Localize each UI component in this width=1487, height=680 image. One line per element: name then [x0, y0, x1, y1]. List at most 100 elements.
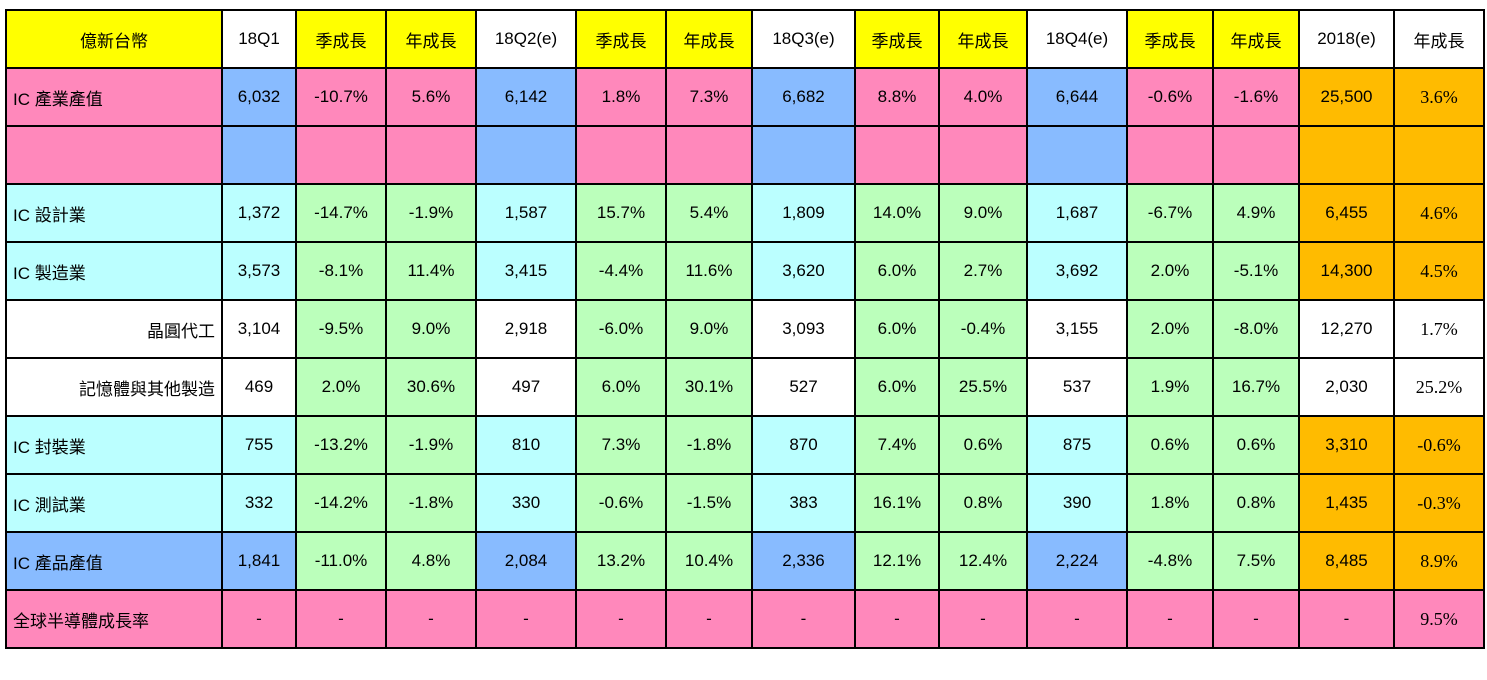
table-cell: 3,415 [475, 241, 577, 301]
table-cell: - [385, 589, 477, 649]
table-cell [1026, 125, 1128, 185]
table-cell: 2.0% [295, 357, 387, 417]
row-label: IC 製造業 [5, 241, 223, 301]
table-cell: 8.9% [1393, 531, 1485, 591]
table-cell: 527 [751, 357, 856, 417]
table-cell: -8.0% [1212, 299, 1300, 359]
table-cell: 2.0% [1126, 241, 1214, 301]
table-cell: 5.6% [385, 67, 477, 127]
table-cell: 810 [475, 415, 577, 475]
table-cell: 3,620 [751, 241, 856, 301]
table-cell: 14.0% [854, 183, 940, 243]
table-cell: 3,310 [1298, 415, 1395, 475]
table-row: 記憶體與其他製造 469 2.0% 30.6% 497 6.0% 30.1% 527 6.0% 2… [5, 357, 1485, 417]
table-cell: -0.6% [1126, 67, 1214, 127]
row-label: 晶圓代工 [5, 299, 223, 359]
column-header: 季成長 [854, 9, 940, 69]
table-cell [751, 125, 856, 185]
table-cell: 537 [1026, 357, 1128, 417]
table-cell: 14,300 [1298, 241, 1395, 301]
table-cell: 6.0% [575, 357, 667, 417]
table-cell: 4.5% [1393, 241, 1485, 301]
table-cell: 25.2% [1393, 357, 1485, 417]
table-cell: 13.2% [575, 531, 667, 591]
table-cell: - [665, 589, 753, 649]
table-cell: -1.6% [1212, 67, 1300, 127]
table-cell [475, 125, 577, 185]
table-cell: 3,155 [1026, 299, 1128, 359]
table-cell: 15.7% [575, 183, 667, 243]
table-cell: 8,485 [1298, 531, 1395, 591]
column-header: 18Q4(e) [1026, 9, 1128, 69]
table-cell: -13.2% [295, 415, 387, 475]
table-cell: 16.1% [854, 473, 940, 533]
table-cell: 7.4% [854, 415, 940, 475]
table-cell: 6.0% [854, 357, 940, 417]
table-cell: - [1212, 589, 1300, 649]
table-cell: 6,032 [221, 67, 297, 127]
table-cell: 7.3% [665, 67, 753, 127]
table-cell: -5.1% [1212, 241, 1300, 301]
table-cell: 6,644 [1026, 67, 1128, 127]
table-cell: 3,104 [221, 299, 297, 359]
table-cell: 2,224 [1026, 531, 1128, 591]
table-cell: 7.3% [575, 415, 667, 475]
table-cell: 1,587 [475, 183, 577, 243]
column-header: 2018(e) [1298, 9, 1395, 69]
table-cell [221, 125, 297, 185]
table-cell [938, 125, 1028, 185]
table-cell: -1.5% [665, 473, 753, 533]
table-cell: 30.6% [385, 357, 477, 417]
table-cell: 870 [751, 415, 856, 475]
table-row: IC 產業產值 6,032 -10.7% 5.6% 6,142 1.8% 7.3% 6,682… [5, 67, 1485, 127]
table-cell: 330 [475, 473, 577, 533]
table-cell: - [1026, 589, 1128, 649]
row-label: IC 產品產值 [5, 531, 223, 591]
column-header: 年成長 [1212, 9, 1300, 69]
table-row: 晶圓代工 3,104 -9.5% 9.0% 2,918 -6.0% 9.0% 3,093 6.0… [5, 299, 1485, 359]
table-cell [665, 125, 753, 185]
table-cell: 6,682 [751, 67, 856, 127]
table-cell: 2,336 [751, 531, 856, 591]
table-cell: 0.6% [1212, 415, 1300, 475]
table-cell: -0.4% [938, 299, 1028, 359]
table-cell: 2,918 [475, 299, 577, 359]
row-label: 記憶體與其他製造 [5, 357, 223, 417]
table-cell: 9.5% [1393, 589, 1485, 649]
table-cell: 16.7% [1212, 357, 1300, 417]
header-row: 億新台幣 18Q1 季成長 年成長 18Q2(e) 季成長 年成長 18Q3(e) 季成長 年成長… [5, 9, 1485, 69]
table-cell: 1,809 [751, 183, 856, 243]
table-cell [1393, 125, 1485, 185]
row-label [5, 125, 223, 185]
table-cell: - [938, 589, 1028, 649]
row-label: 全球半導體成長率 [5, 589, 223, 649]
table-cell: -1.8% [665, 415, 753, 475]
table-cell: 1,687 [1026, 183, 1128, 243]
table-cell: 4.8% [385, 531, 477, 591]
table-cell: 0.6% [938, 415, 1028, 475]
row-label: IC 封裝業 [5, 415, 223, 475]
table-cell: 0.8% [1212, 473, 1300, 533]
table-cell: -1.9% [385, 415, 477, 475]
table-row: 全球半導體成長率 - - - - - - - - - - - - -9.5% [5, 589, 1485, 649]
column-header: 季成長 [1126, 9, 1214, 69]
table-row: IC 產品產值 1,841 -11.0% 4.8% 2,084 13.2% 10.4% 2,3… [5, 531, 1485, 591]
table-cell: 332 [221, 473, 297, 533]
table-cell: 1,841 [221, 531, 297, 591]
table-cell [295, 125, 387, 185]
table-cell: 9.0% [665, 299, 753, 359]
column-header: 18Q1 [221, 9, 297, 69]
table-cell: 875 [1026, 415, 1128, 475]
table-cell: 2,030 [1298, 357, 1395, 417]
table-cell [1298, 125, 1395, 185]
table-cell: -11.0% [295, 531, 387, 591]
table-cell: -14.7% [295, 183, 387, 243]
table-cell: 1,435 [1298, 473, 1395, 533]
table-cell: 4.6% [1393, 183, 1485, 243]
table-cell: -8.1% [295, 241, 387, 301]
table-cell: -0.6% [1393, 415, 1485, 475]
table-cell: 7.5% [1212, 531, 1300, 591]
table-cell: 2.0% [1126, 299, 1214, 359]
table-cell: -14.2% [295, 473, 387, 533]
column-header: 季成長 [295, 9, 387, 69]
